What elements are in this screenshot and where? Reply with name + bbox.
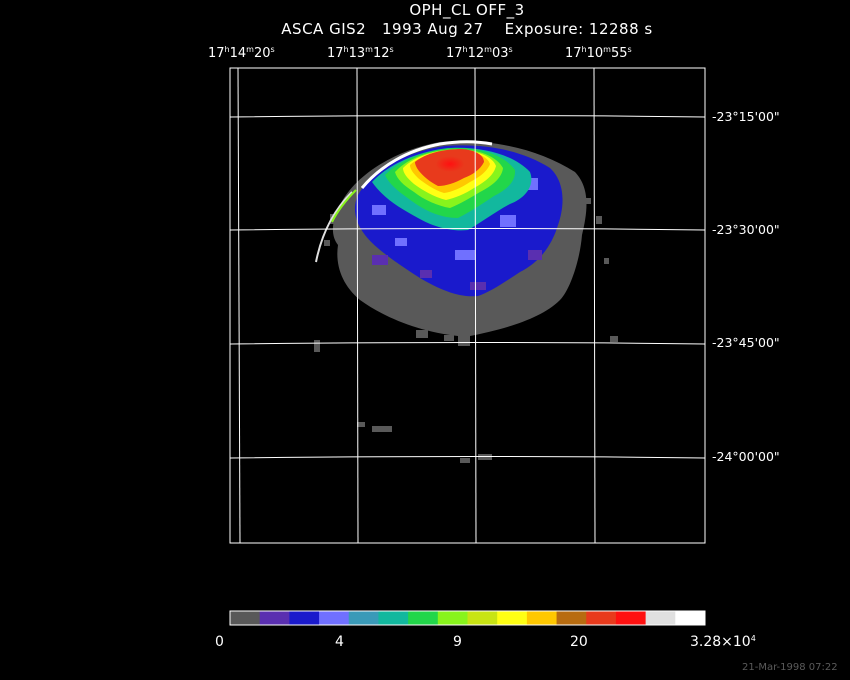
colorbar-segment — [497, 611, 528, 625]
ra-tick-label-3: 17h12m03s — [446, 45, 513, 61]
image-title: OPH_CL OFF_3 — [409, 1, 525, 19]
dec-tick-label-3: -23°45'00" — [712, 335, 780, 350]
observation-info: ASCA GIS2 1993 Aug 27 Exposure: 12288 s — [281, 20, 653, 38]
colorbar — [230, 611, 706, 625]
colorbar-segment — [437, 611, 468, 625]
colorbar-segment — [467, 611, 498, 625]
detector-edge-rim-green — [331, 189, 357, 223]
ra-tick-label-2: 17h13m12s — [327, 45, 394, 61]
coordinate-grid — [230, 68, 705, 543]
colorbar-segment — [319, 611, 350, 625]
dec-tick-label-4: -24°00'00" — [712, 449, 780, 464]
colorbar-frame — [229, 610, 706, 626]
dec-tick-label-1: -23°15'00" — [712, 109, 780, 124]
ra-tick-label-4: 17h10m55s — [565, 45, 632, 61]
colorbar-label-max: 3.28×104 — [690, 634, 756, 650]
ra-tick-label-1: 17h14m20s — [208, 45, 275, 61]
colorbar-label-0: 0 — [215, 634, 224, 650]
colorbar-segment — [586, 611, 617, 625]
timestamp: 21-Mar-1998 07:22 — [742, 662, 838, 673]
colorbar-segment — [348, 611, 379, 625]
colorbar-segment — [675, 611, 706, 625]
colorbar-segment — [259, 611, 290, 625]
image-frame — [229, 67, 706, 544]
colorbar-segment — [408, 611, 439, 625]
colorbar-segment — [556, 611, 587, 625]
colorbar-label-20: 20 — [570, 634, 588, 650]
colorbar-label-9: 9 — [453, 634, 462, 650]
dec-tick-label-2: -23°30'00" — [712, 222, 780, 237]
red-core — [426, 151, 474, 177]
colorbar-label-4: 4 — [335, 634, 344, 650]
detector-edge-rim-outer — [315, 191, 353, 263]
x-ray-image — [230, 68, 705, 543]
colorbar-segment — [645, 611, 676, 625]
colorbar-segment — [615, 611, 647, 625]
colorbar-segment — [378, 611, 409, 625]
colorbar-segment — [289, 611, 320, 625]
colorbar-segment — [230, 611, 261, 625]
violet-speckles — [372, 250, 542, 290]
colorbar-segment — [526, 611, 558, 625]
